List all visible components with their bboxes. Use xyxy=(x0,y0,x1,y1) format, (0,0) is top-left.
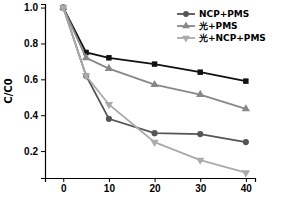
y-axis-line xyxy=(41,5,46,179)
x-tick: 0 xyxy=(61,178,67,194)
marker xyxy=(106,55,111,60)
x-tick-label: 10 xyxy=(104,183,116,194)
x-tick-label: 30 xyxy=(195,183,207,194)
marker xyxy=(242,170,250,177)
legend-label: 光+PMS xyxy=(198,21,238,31)
chart: 0 10 20 30 40 0.2 0.4 0.6 0.8 1.0 NCP+PMS 光+PMS 光+NC… xyxy=(0,0,300,200)
y-tick-mark xyxy=(41,115,45,116)
marker xyxy=(196,158,204,165)
series-line xyxy=(63,8,246,109)
legend-label: 光+NCP+PMS xyxy=(198,33,266,43)
legend-item: 光+NCP+PMS xyxy=(177,33,266,43)
marker xyxy=(150,80,158,87)
marker xyxy=(105,102,113,109)
plot: 0 10 20 30 40 0.2 0.4 0.6 0.8 1.0 NCP+PMS 光+PMS 光+NC… xyxy=(24,2,266,194)
marker xyxy=(151,130,157,136)
y-tick-label: 0.2 xyxy=(24,146,38,157)
y-tick-mark xyxy=(41,151,45,152)
marker xyxy=(242,104,250,111)
marker xyxy=(196,90,204,97)
marker xyxy=(152,61,157,66)
x-tick-label: 20 xyxy=(150,183,162,194)
legend-marker xyxy=(182,36,190,43)
x-axis: 0 10 20 30 40 xyxy=(46,178,256,194)
marker xyxy=(105,64,113,71)
y-tick-mark xyxy=(41,8,45,9)
x-tick-label: 40 xyxy=(241,183,253,194)
marker xyxy=(59,5,67,12)
marker xyxy=(106,116,112,122)
y-tick-mark xyxy=(41,43,45,44)
marker xyxy=(243,78,248,83)
legend-label: NCP+PMS xyxy=(199,9,249,19)
x-tick: 20 xyxy=(150,178,162,194)
y-tick-label: 0.8 xyxy=(24,38,38,49)
marker xyxy=(82,53,90,60)
x-tick-mark xyxy=(246,178,247,182)
legend-item: 光+PMS xyxy=(177,21,238,31)
x-tick-mark xyxy=(155,178,156,182)
y-axis-title: C/C0 xyxy=(3,78,14,103)
x-tick-mark xyxy=(200,178,201,182)
y-tick: 1.0 xyxy=(24,2,45,13)
x-axis-line xyxy=(46,179,256,183)
series-line xyxy=(63,8,246,143)
y-axis: 0.2 0.4 0.6 0.8 1.0 xyxy=(24,2,45,178)
marks xyxy=(59,4,250,177)
marker xyxy=(197,131,203,137)
y-tick: 0.2 xyxy=(24,146,45,157)
y-tick: 0.6 xyxy=(24,74,45,85)
x-tick-mark xyxy=(63,178,64,182)
y-tick-label: 0.4 xyxy=(24,110,38,121)
x-tick-mark xyxy=(109,178,110,182)
y-tick: 0.4 xyxy=(24,110,45,121)
marker xyxy=(197,69,202,74)
legend: NCP+PMS 光+PMS 光+NCP+PMS xyxy=(177,9,266,43)
y-tick-label: 0.6 xyxy=(24,74,38,85)
legend-marker xyxy=(182,22,190,29)
y-tick-label: 1.0 xyxy=(24,2,38,13)
y-tick: 0.8 xyxy=(24,38,45,49)
marker xyxy=(243,139,249,145)
legend-marker xyxy=(183,11,189,17)
x-tick: 30 xyxy=(195,178,207,194)
y-tick-mark xyxy=(41,79,45,80)
x-tick: 40 xyxy=(241,178,253,194)
legend-item: NCP+PMS xyxy=(177,9,249,19)
x-tick-label: 0 xyxy=(61,183,67,194)
marker xyxy=(82,73,90,80)
marker xyxy=(150,140,158,147)
x-tick: 10 xyxy=(104,178,116,194)
